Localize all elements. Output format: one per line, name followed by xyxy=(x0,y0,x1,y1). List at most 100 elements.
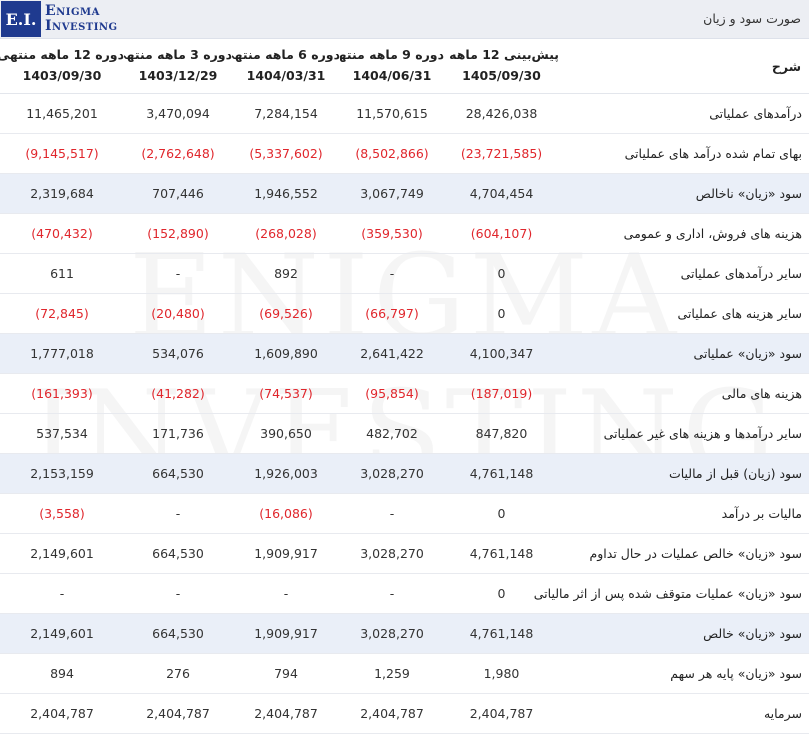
table-cell: (2,762,648) xyxy=(141,145,215,161)
table-cell: 794 xyxy=(274,665,298,681)
table-row: سرمایه 2,404,787 2,404,787 2,404,787 2,404,7… xyxy=(0,693,809,733)
table-cell: 11,465,201 xyxy=(26,105,98,121)
table-cell: (5,337,602) xyxy=(249,145,323,161)
table-cell: 2,404,787 xyxy=(469,705,534,721)
table-cell: 3,028,270 xyxy=(360,545,424,561)
table-cell: 3,028,270 xyxy=(360,625,424,641)
table-cell: 0 xyxy=(497,305,506,321)
table-cell: 4,761,148 xyxy=(469,625,534,641)
table-cell: - xyxy=(389,505,395,521)
table-cell: (9,145,517) xyxy=(25,145,99,161)
table-row: سود «زیان» ناخالص 4,704,454 3,067,749 1,946… xyxy=(0,173,809,213)
column-header: دوره 9 ماهه منتهی به1404/06/31 xyxy=(340,38,444,94)
table-cell: 664,530 xyxy=(152,625,204,641)
table-cell: 2,153,159 xyxy=(30,465,94,481)
table-row: درآمدهای عملیاتی 28,426,038 11,570,615 7,28… xyxy=(0,93,809,133)
table-row: سود «زیان» خالص عملیات در حال تداوم 4,761… xyxy=(0,533,809,573)
table-row: بهای تمام شده درآمد های عملیاتی (23,721,5… xyxy=(0,133,809,173)
table-cell: 2,641,422 xyxy=(360,345,424,361)
table-cell: 2,149,601 xyxy=(30,545,94,561)
row-label: سود «زیان» پایه هر سهم xyxy=(670,665,802,681)
table-cell: 0 xyxy=(497,585,506,601)
table-cell: (470,432) xyxy=(31,225,93,241)
column-header: دوره 6 ماهه منتهی به1404/03/31 xyxy=(232,38,340,94)
brand-name-line-1: Enigma xyxy=(45,3,100,19)
table-cell: (152,890) xyxy=(147,225,209,241)
table-cell: 1,259 xyxy=(374,665,410,681)
table-cell: (95,854) xyxy=(365,385,419,401)
table-cell: 2,149,601 xyxy=(30,625,94,641)
table-cell: (74,537) xyxy=(259,385,313,401)
column-header-description: شرح xyxy=(559,38,809,94)
brand-name-line-2: Investing xyxy=(45,18,118,34)
table-row: سایر هزینه های عملیاتی 0 (66,797) (69,526) (… xyxy=(0,293,809,333)
table-cell: 537,534 xyxy=(36,425,88,441)
table-cell: (187,019) xyxy=(470,385,533,401)
table-cell: 4,761,148 xyxy=(469,545,534,561)
row-label: سود «زیان» خالص عملیات در حال تداوم xyxy=(589,545,802,561)
table-cell: (161,393) xyxy=(31,385,93,401)
table-cell: (66,797) xyxy=(365,305,419,321)
row-label: درآمدهای عملیاتی xyxy=(709,105,802,121)
table-cell: 0 xyxy=(497,265,506,281)
table-cell: 4,761,148 xyxy=(469,465,534,481)
column-header: دوره 3 ماهه منتهی به1403/12/29 xyxy=(124,38,232,94)
column-header: دوره 12 ماهه منتهی به1403/09/30 xyxy=(0,38,124,94)
table-cell: - xyxy=(283,585,289,601)
brand-logo[interactable]: E.I. Enigma Investing xyxy=(0,0,118,38)
row-label: مالیات بر درآمد xyxy=(721,505,802,521)
table-cell: 482,702 xyxy=(366,425,418,441)
row-label: سایر درآمدهای عملیاتی xyxy=(680,265,802,281)
table-cell: (8,502,866) xyxy=(355,145,429,161)
table-row: سود «زیان» پایه هر سهم 1,980 1,259 794 276 89… xyxy=(0,653,809,693)
row-label: هزینه های فروش، اداری و عمومی xyxy=(623,225,802,241)
table-cell: 707,446 xyxy=(152,185,204,201)
table-row: سود «زیان» عملیات متوقف شده پس از اثر ما… xyxy=(0,573,809,613)
row-label: سرمایه xyxy=(763,705,802,721)
table-cell: 7,284,154 xyxy=(254,105,318,121)
table-cell: 390,650 xyxy=(260,425,312,441)
table-cell: 611 xyxy=(50,265,74,281)
table-cell: 2,404,787 xyxy=(360,705,424,721)
row-label: سایر درآمدها و هزینه های غیر عملیاتی xyxy=(603,425,802,441)
row-label: هزینه های مالی xyxy=(721,385,802,401)
table-body: درآمدهای عملیاتی 28,426,038 11,570,615 7,28… xyxy=(0,93,809,733)
table-cell: (72,845) xyxy=(35,305,89,321)
table-cell: 3,028,270 xyxy=(360,465,424,481)
table-cell: 534,076 xyxy=(152,345,204,361)
table-cell: 1,909,917 xyxy=(254,625,318,641)
table-cell: 276 xyxy=(166,665,190,681)
table-row: سایر درآمدها و هزینه های غیر عملیاتی 847,… xyxy=(0,413,809,453)
column-header: پیش‌بینی 12 ماهه منتهی به1405/09/30 xyxy=(444,38,559,94)
table-cell: 892 xyxy=(274,265,298,281)
table-row: سود «زیان» خالص 4,761,148 3,028,270 1,909,9… xyxy=(0,613,809,653)
table-cell: 1,777,018 xyxy=(30,345,94,361)
table-cell: 171,736 xyxy=(152,425,204,441)
table-cell: - xyxy=(175,585,181,601)
table-cell: (359,530) xyxy=(361,225,423,241)
table-cell: 3,470,094 xyxy=(146,105,210,121)
table-cell: 2,319,684 xyxy=(30,185,94,201)
table-cell: (604,107) xyxy=(470,225,533,241)
row-label: سود (زیان) قبل از مالیات xyxy=(668,465,802,481)
row-label: سود «زیان» ناخالص xyxy=(695,185,802,201)
table-cell: (3,558) xyxy=(39,505,85,521)
table-cell: 4,100,347 xyxy=(469,345,534,361)
brand-name: Enigma Investing xyxy=(45,4,118,34)
table-cell: 2,404,787 xyxy=(30,705,94,721)
table-row: هزینه های مالی (187,019) (95,854) (74,537) (… xyxy=(0,373,809,413)
table-cell: (23,721,585) xyxy=(460,145,543,161)
income-statement-table: شرح پیش‌بینی 12 ماهه منتهی به1405/09/30 … xyxy=(0,38,809,734)
brand-badge: E.I. xyxy=(1,1,41,37)
table-cell: 1,980 xyxy=(483,665,520,681)
row-label: سود «زیان» عملیاتی xyxy=(693,345,802,361)
table-cell: (268,028) xyxy=(255,225,317,241)
row-label: سایر هزینه های عملیاتی xyxy=(677,305,802,321)
table-cell: (16,086) xyxy=(259,505,313,521)
table-cell: (69,526) xyxy=(259,305,313,321)
table-cell: 2,404,787 xyxy=(254,705,318,721)
table-cell: 3,067,749 xyxy=(360,185,424,201)
table-row: سایر درآمدهای عملیاتی 0 - 892 - 611 xyxy=(0,253,809,293)
table-cell: 664,530 xyxy=(152,545,204,561)
table-cell: 11,570,615 xyxy=(356,105,428,121)
